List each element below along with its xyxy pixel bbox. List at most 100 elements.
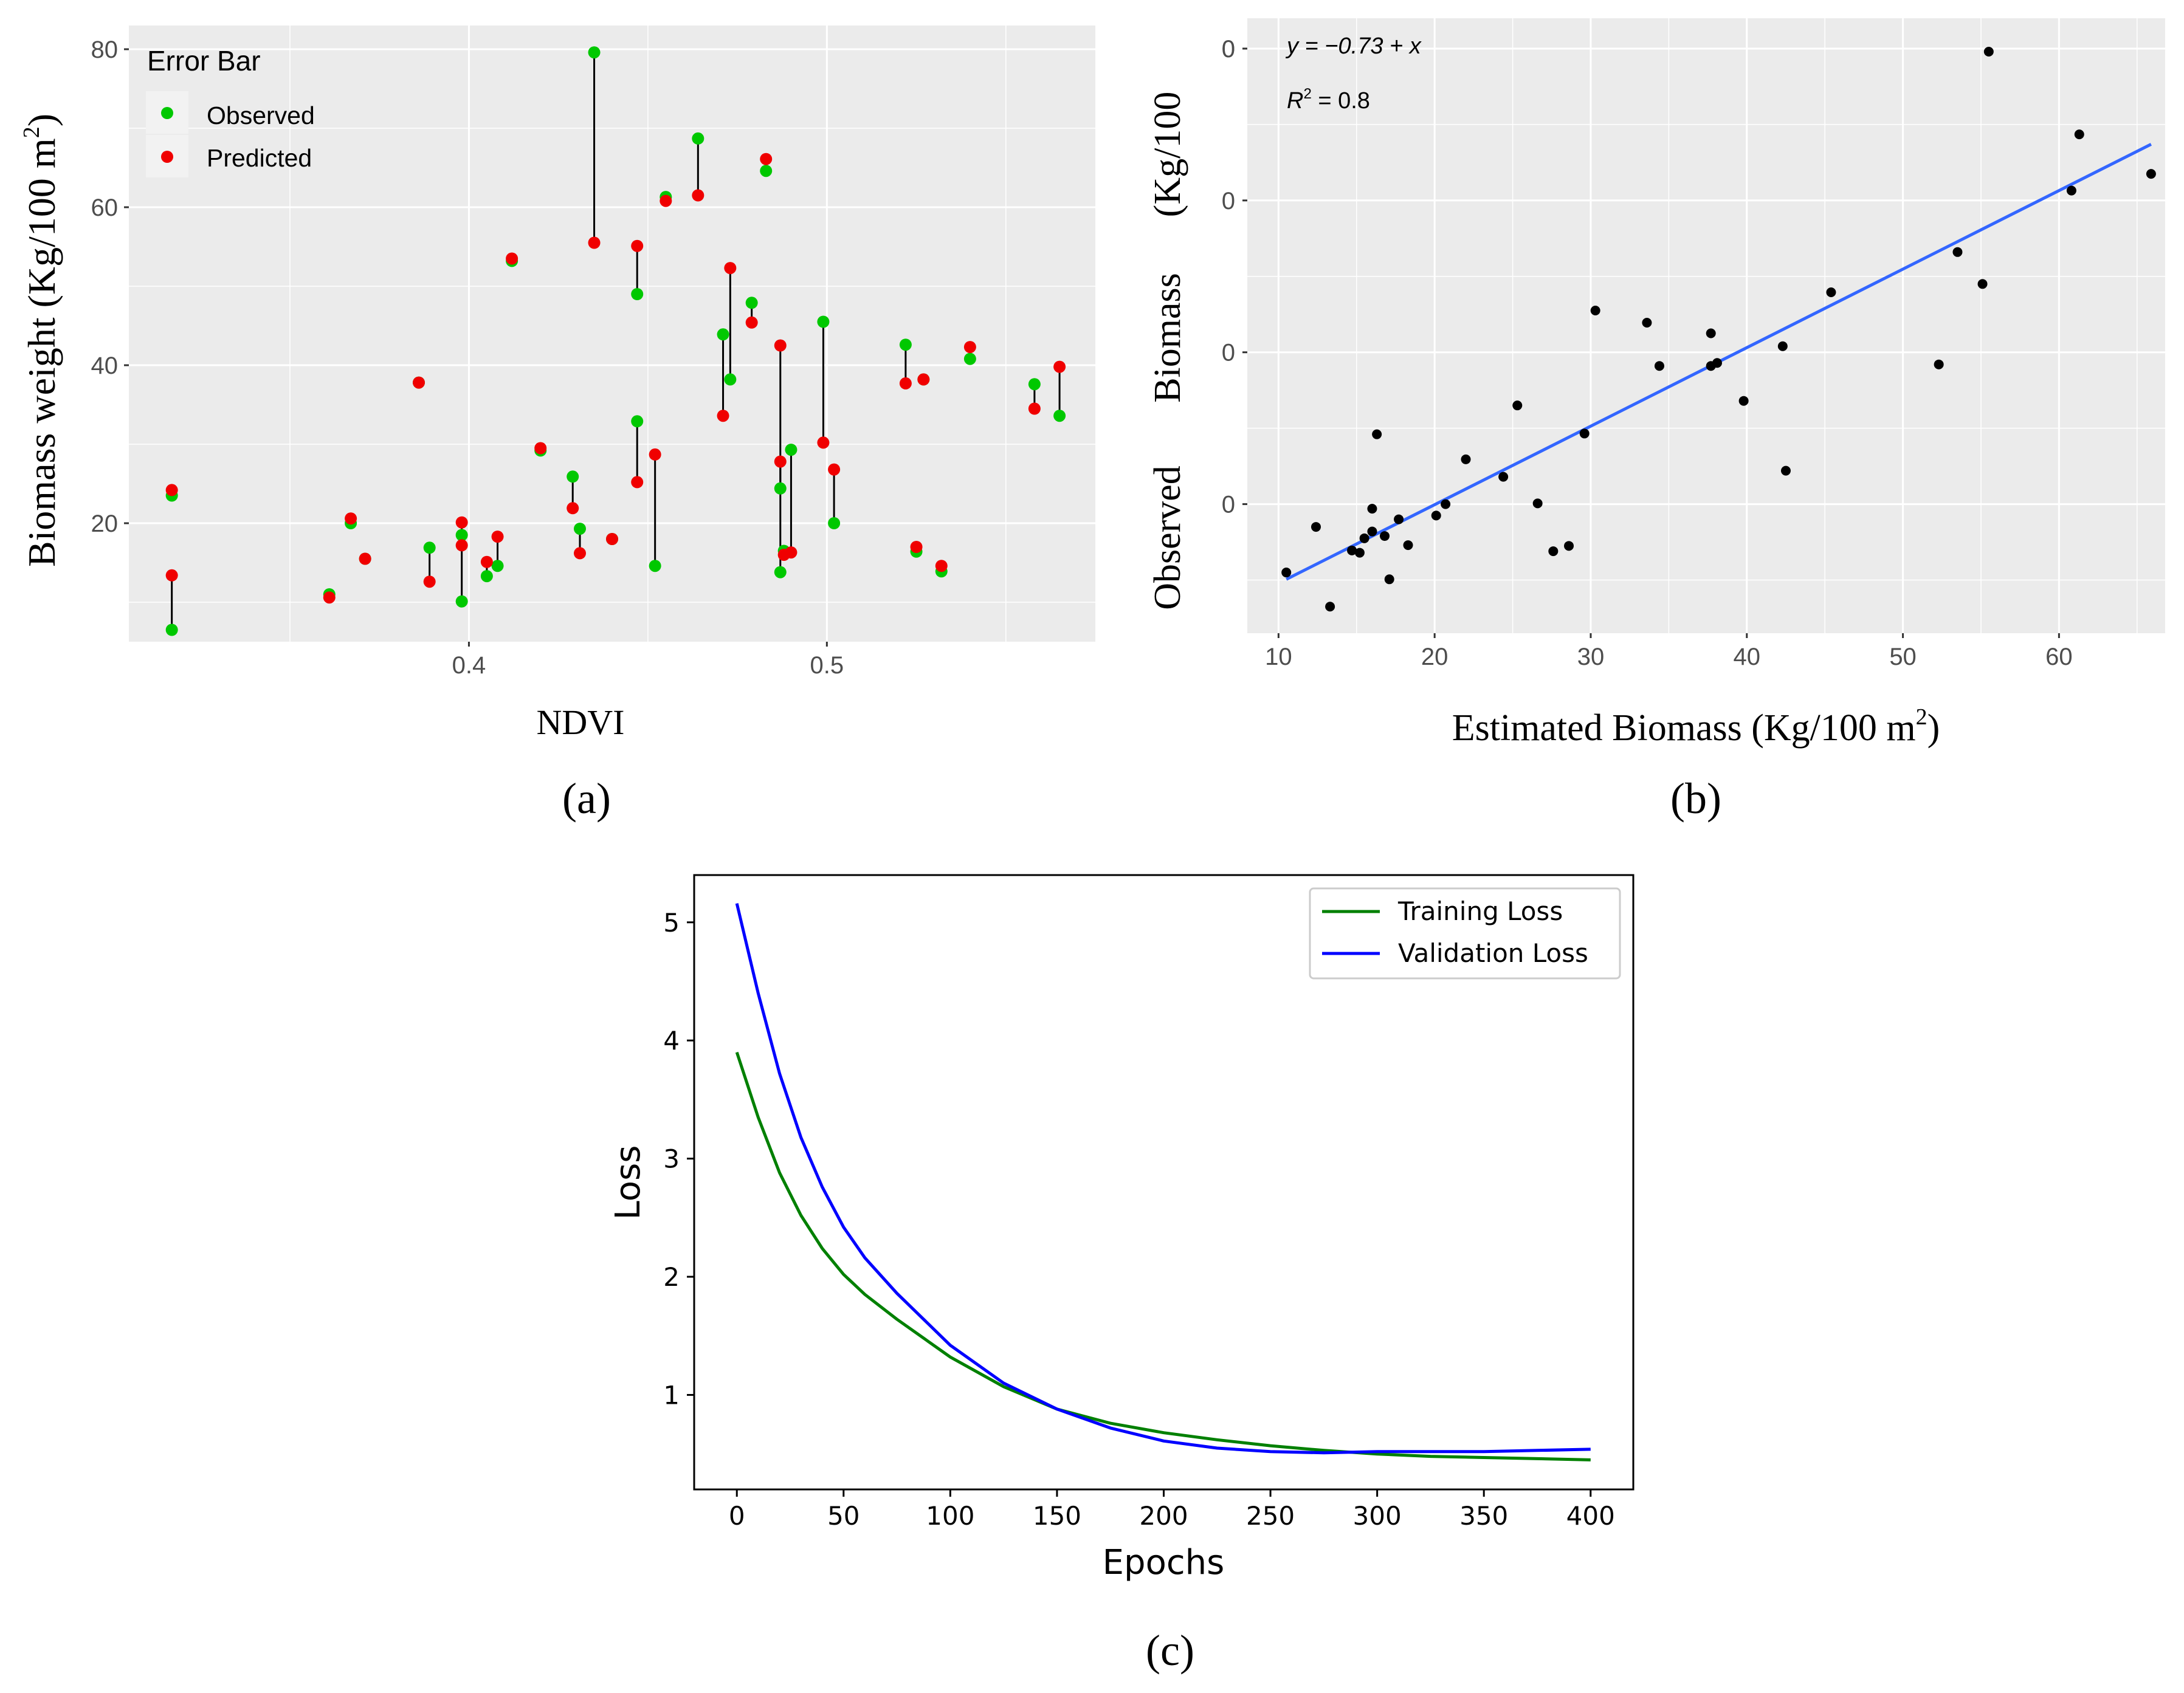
panel-a-x-tick-label: 0.5 — [810, 652, 844, 679]
panel-b-caption: (b) — [1670, 774, 1721, 823]
panel-b-point — [1706, 328, 1716, 338]
panel-a-predicted-point — [828, 463, 841, 476]
panel-a-predicted-point — [413, 376, 425, 389]
panel-a-y-axis-title-close: ) — [20, 114, 63, 126]
panel-b-point — [1564, 541, 1574, 551]
panel-a-legend-predicted-marker — [161, 151, 173, 163]
panel-a-observed-point — [1053, 410, 1066, 422]
panel-a-observed-point — [631, 288, 644, 300]
panel-a-observed-point — [899, 338, 912, 351]
panel-b-point — [1712, 358, 1722, 368]
panel-b-points — [1281, 46, 2156, 612]
panel-b-point — [1431, 510, 1441, 521]
panel-c-legend: Training Loss Validation Loss — [1309, 887, 1621, 980]
panel-b-point — [1590, 306, 1600, 316]
panel-a-observed-point — [480, 570, 493, 583]
panel-a-predicted-point — [649, 448, 661, 461]
panel-c-caption: (c) — [1146, 1626, 1194, 1675]
panel-a-observed-point — [963, 352, 976, 365]
panel-b-point — [1548, 546, 1559, 557]
panel-a-predicted-point — [165, 569, 178, 582]
panel-a-major-gridlines — [129, 26, 1095, 642]
panel-a-predicted-point — [574, 547, 586, 560]
panel-b-point — [1379, 531, 1390, 541]
panel-a-x-tick-label: 0.4 — [452, 652, 486, 679]
panel-b-point — [1281, 568, 1292, 578]
panel-c-x-tick-label: 100 — [926, 1501, 974, 1531]
panel-a-predicted-point — [165, 484, 178, 496]
panel-a-legend: Error Bar Observed Predicted — [146, 45, 315, 177]
panel-b-point — [1311, 522, 1321, 532]
panel-b-x-axis-title: Estimated Biomass (Kg/100 m2) — [1452, 704, 1940, 749]
panel-a-predicted-point — [359, 552, 371, 565]
panel-b-y-tick-label: 0 — [1222, 36, 1235, 63]
panel-a-legend-observed-marker — [161, 107, 173, 119]
panel-b-y-axis-title-word-3: (Kg/100 — [1147, 92, 1188, 218]
panel-a-predicted-point — [817, 436, 830, 449]
panel-b-point — [1367, 526, 1377, 537]
panel-b-major-gridlines — [1247, 18, 2165, 633]
panel-a-legend-title: Error Bar — [147, 45, 261, 77]
panel-a-observed-point — [423, 541, 436, 554]
panel-b-point — [1347, 545, 1357, 555]
panel-b-point — [1441, 499, 1451, 509]
panel-b-point — [1777, 341, 1788, 351]
panel-c-x-tick-label: 350 — [1459, 1501, 1508, 1531]
panel-a-predicted-points — [165, 153, 1066, 604]
panel-a-observed-point — [785, 444, 797, 456]
panel-c-ticks — [687, 921, 1592, 1497]
panel-b-x-tick-label: 20 — [1421, 644, 1449, 670]
panel-a-observed-point — [574, 523, 586, 535]
panel-a-x-tick-labels: 0.4 0.5 — [452, 652, 844, 679]
panel-b-r-squared-value: = 0.8 — [1312, 88, 1370, 114]
panel-a-predicted-point — [745, 316, 758, 329]
panel-a-predicted-point — [323, 591, 336, 604]
panel-a-predicted-point — [345, 512, 357, 525]
panel-b-x-axis-title-main: Estimated Biomass (Kg/100 m — [1452, 707, 1916, 749]
panel-c-x-tick-label: 50 — [827, 1501, 859, 1531]
panel-a-observed-point — [760, 165, 773, 177]
panel-a-y-tick-label: 20 — [91, 510, 119, 537]
panel-b-point — [1403, 540, 1413, 551]
panel-b-point — [1826, 287, 1836, 298]
panel-a-predicted-point — [899, 377, 912, 390]
panel-a-y-tick-label: 60 — [91, 194, 119, 221]
panel-c-y-tick-labels: 1 2 3 4 5 — [663, 908, 680, 1410]
panel-a-observed-point — [692, 132, 704, 145]
panel-a-observed-point — [567, 470, 579, 483]
panel-a-observed-point — [745, 297, 758, 309]
panel-c-legend-validation-label: Validation Loss — [1398, 938, 1588, 968]
panel-c-x-tick-label: 150 — [1033, 1501, 1081, 1531]
panel-b-point — [1934, 359, 1944, 369]
panel-b-point — [1498, 472, 1509, 482]
panel-a-predicted-point — [455, 539, 468, 552]
panel-b-y-axis-title-word-2: Biomass — [1147, 273, 1188, 403]
panel-b-x-tick-labels: 10 20 30 40 50 60 — [1265, 644, 2073, 670]
panel-c-y-tick-label: 2 — [663, 1262, 680, 1292]
panel-b-point — [1461, 454, 1471, 464]
panel-b-y-tick-label: 0 — [1222, 188, 1235, 215]
panel-b-point — [2074, 129, 2084, 140]
panel-a-observed-point — [165, 623, 178, 636]
panel-a-predicted-point — [917, 373, 930, 386]
panel-b-point — [1394, 514, 1404, 524]
panel-a-predicted-point — [480, 555, 493, 568]
panel-b-x-tick-label: 10 — [1265, 644, 1292, 670]
panel-a: 20 40 60 80 0.4 0.5 Error Bar Observed Predi… — [19, 26, 1095, 823]
panel-b-point — [1977, 279, 1988, 289]
panel-c-y-tick-label: 3 — [663, 1144, 680, 1174]
panel-c-y-tick-label: 5 — [663, 908, 680, 938]
panel-a-predicted-point — [631, 239, 644, 252]
panel-a-predicted-point — [760, 153, 773, 165]
panel-a-y-axis-title-main: Biomass weight (Kg/100 m — [20, 138, 63, 567]
panel-b-point — [2146, 169, 2156, 179]
panel-b-point — [1367, 504, 1377, 514]
panel-b-x-tick-label: 60 — [2045, 644, 2073, 670]
panel-b-y-tick-label: 0 — [1222, 492, 1235, 518]
panel-b-y-tick-label: 0 — [1222, 36, 1235, 63]
panel-a-predicted-point — [588, 236, 601, 249]
panel-a-observed-point — [828, 517, 841, 529]
panel-a-predicted-point — [774, 339, 787, 352]
panel-b-x-tick-label: 30 — [1577, 644, 1605, 670]
